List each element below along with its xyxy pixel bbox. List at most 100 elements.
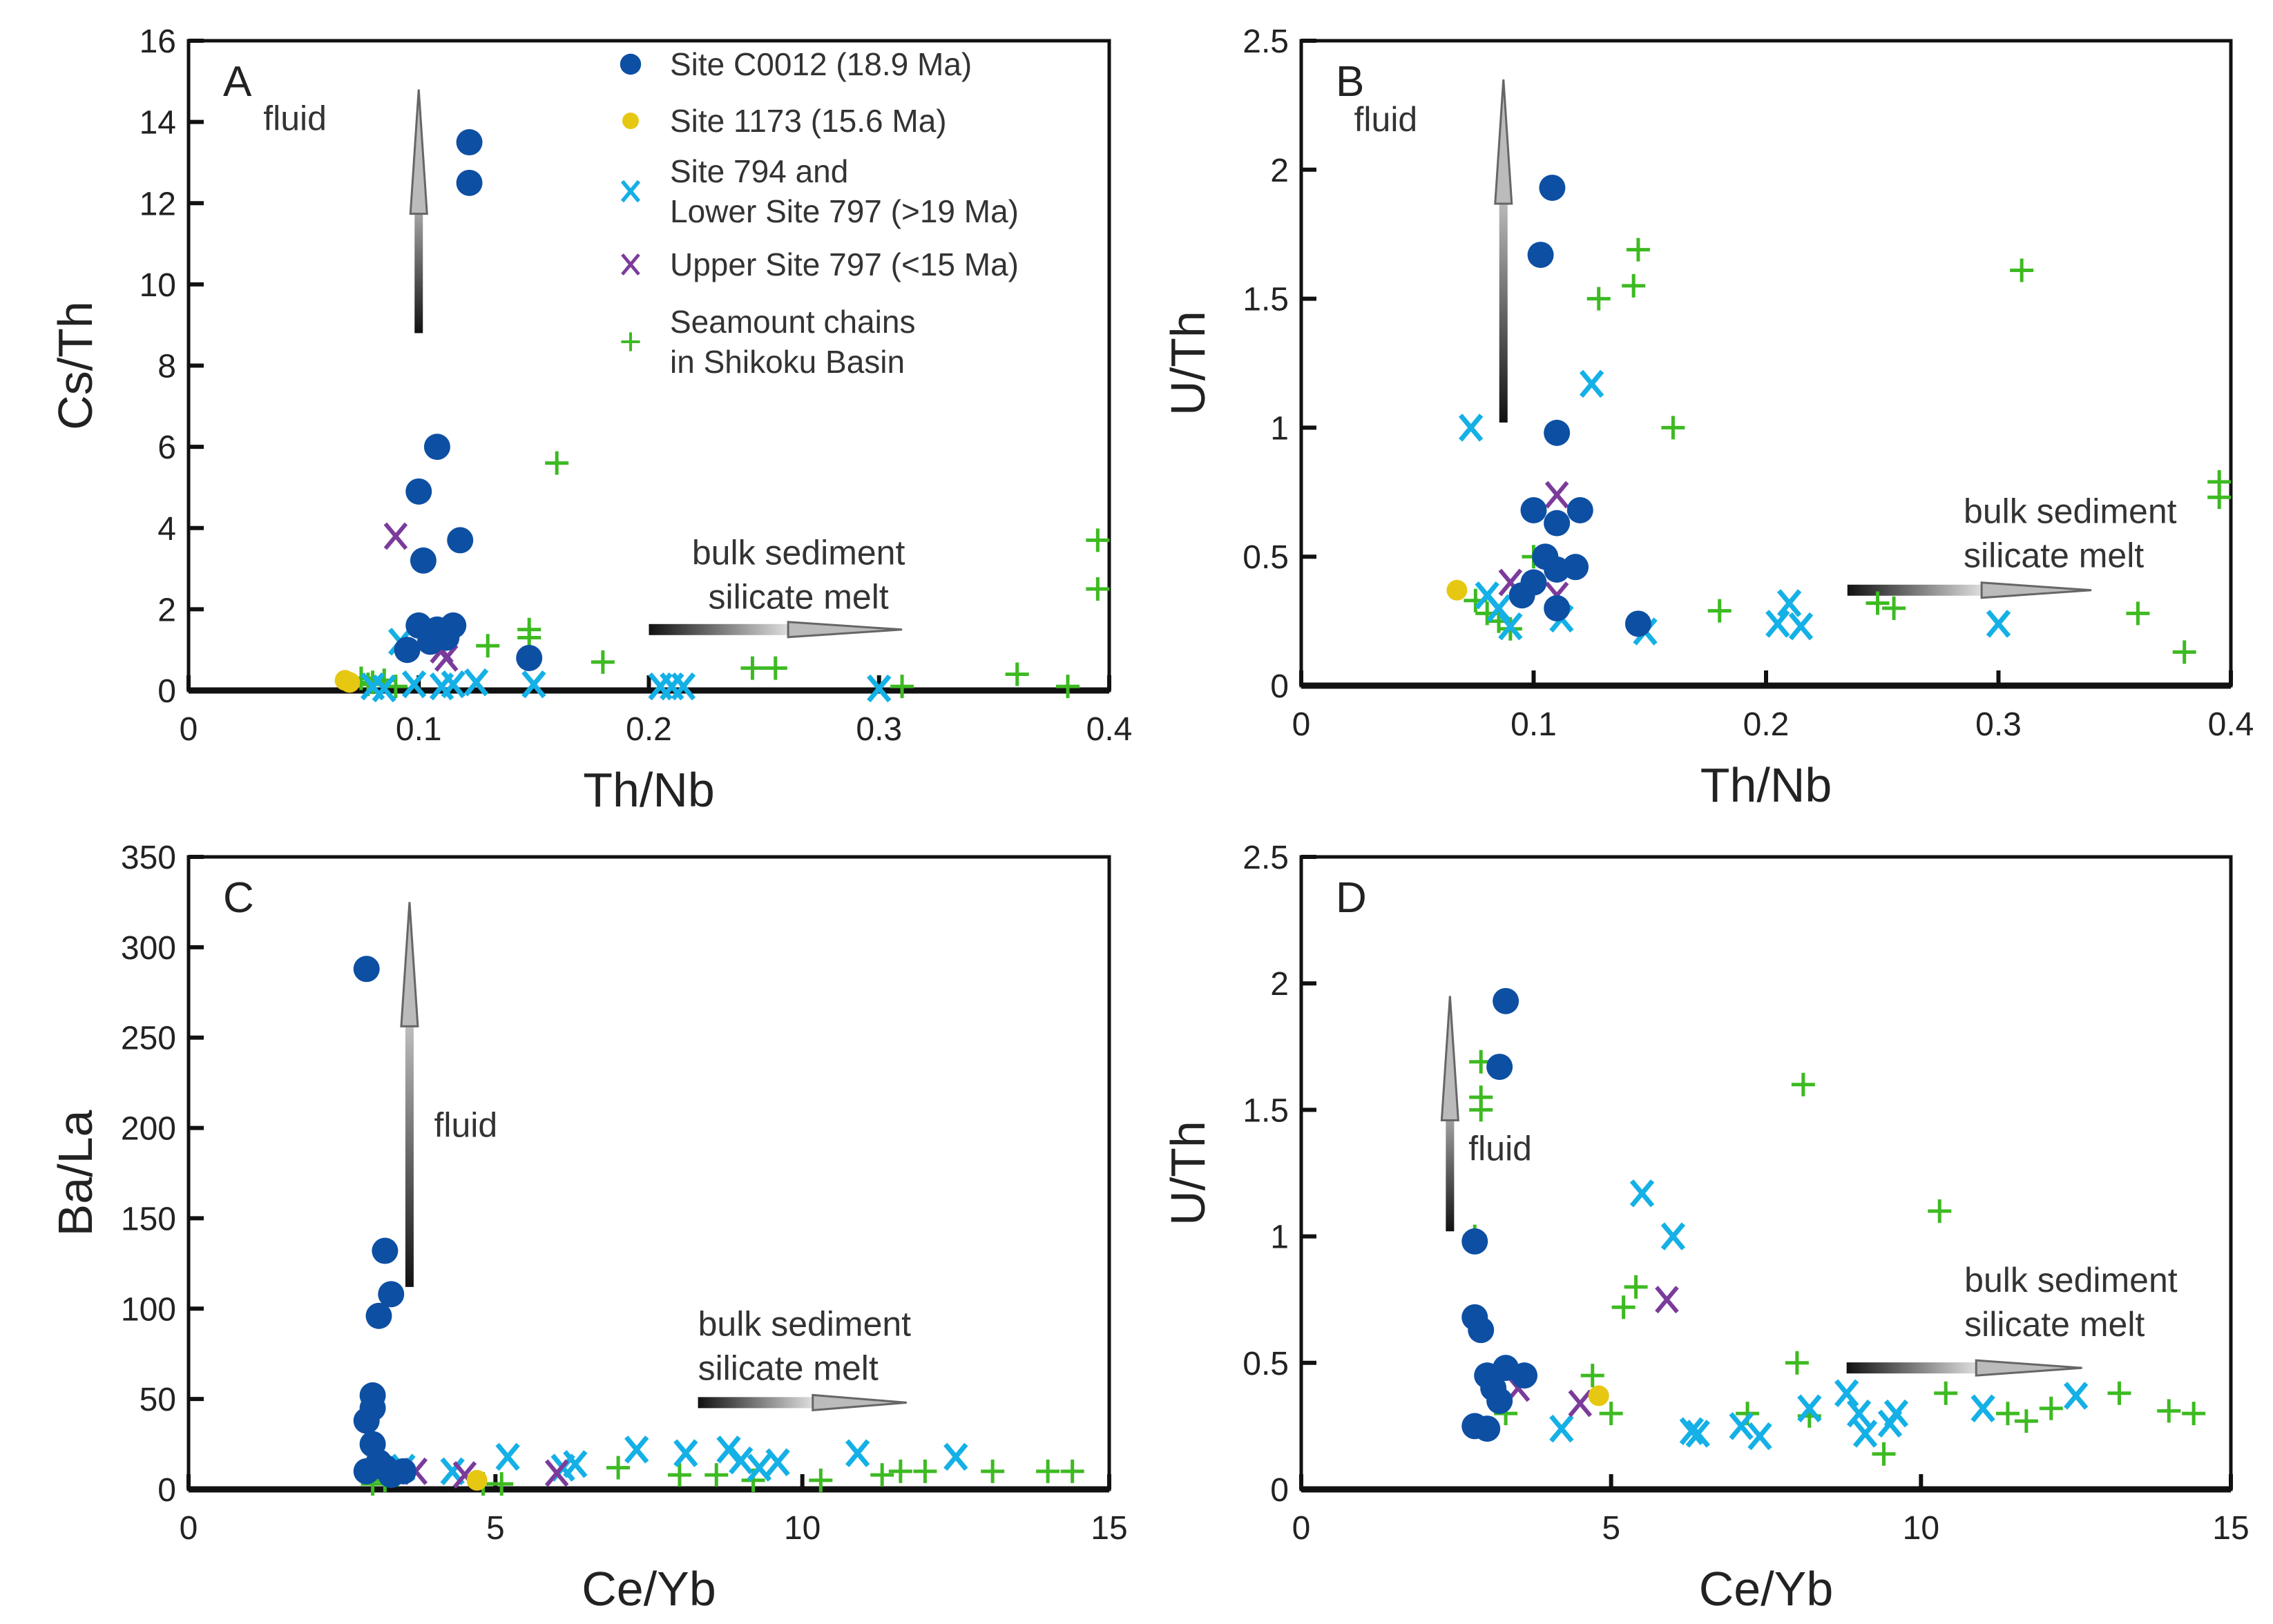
point-seamount bbox=[2107, 1381, 2131, 1405]
point-C0012 bbox=[1544, 594, 1571, 621]
point-seamount bbox=[1872, 1442, 1896, 1466]
point-seamount bbox=[1469, 1098, 1493, 1122]
panel-B: 0 0.1 0.2 0.3 0.4 0 0.5 1 1.5 2 2.5 Th/Nb U/Th Bfluid… bbox=[1161, 23, 2254, 812]
point-C0012 bbox=[378, 1281, 405, 1308]
fluid-arrow-head bbox=[409, 89, 428, 215]
point-C0012 bbox=[1511, 1362, 1538, 1389]
melt-label-line1: bulk sediment bbox=[698, 1305, 912, 1344]
point-seamount bbox=[809, 1468, 833, 1492]
point-794 bbox=[1970, 1394, 1995, 1422]
point-794 bbox=[867, 674, 892, 703]
point-seamount bbox=[2039, 1396, 2063, 1420]
fluid-arrow-shaft bbox=[405, 978, 414, 1287]
fluid-arrow-shaft bbox=[1499, 155, 1508, 423]
point-seamount bbox=[545, 451, 569, 475]
fluid-arrow-head bbox=[1440, 996, 1459, 1122]
point-C0012 bbox=[1486, 1054, 1513, 1081]
point-C0012 bbox=[353, 1458, 380, 1485]
point-seamount bbox=[1060, 1459, 1084, 1483]
point-797 bbox=[544, 1459, 569, 1487]
point-794 bbox=[1579, 369, 1604, 398]
panel-C: 0 5 10 15050100150200250300350Ce/YbBa/LaCfl… bbox=[48, 840, 1128, 1616]
melt-arrow-head bbox=[1975, 1359, 2082, 1377]
melt-arrow-shaft bbox=[1847, 584, 1982, 596]
y-tick-label: 2.5 bbox=[1243, 840, 1289, 876]
point-794 bbox=[1629, 1179, 1655, 1208]
point-794 bbox=[1788, 612, 1814, 641]
point-seamount bbox=[1086, 577, 1110, 601]
point-794 bbox=[495, 1442, 520, 1471]
point-794 bbox=[1834, 1379, 1859, 1408]
point-1173 bbox=[1588, 1385, 1609, 1406]
panel-letter: C bbox=[223, 874, 254, 922]
melt-arrow-shaft bbox=[649, 624, 789, 635]
point-794 bbox=[765, 1448, 790, 1476]
x-axis-title: Ce/Yb bbox=[1699, 1562, 1834, 1616]
point-794 bbox=[1685, 1420, 1710, 1448]
point-seamount bbox=[1622, 273, 1646, 298]
point-794 bbox=[1765, 610, 1790, 638]
point-C0012 bbox=[1544, 556, 1571, 583]
legend-label: in Shikoku Basin bbox=[670, 344, 905, 380]
point-1173 bbox=[339, 672, 361, 693]
point-seamount bbox=[1791, 1072, 1815, 1096]
point-794 bbox=[1486, 594, 1511, 623]
y-tick-label: 0 bbox=[1270, 668, 1289, 705]
point-794 bbox=[943, 1442, 968, 1471]
point-seamount bbox=[1626, 238, 1650, 262]
point-C0012 bbox=[394, 637, 421, 664]
point-797 bbox=[1568, 1389, 1593, 1418]
point-794 bbox=[1549, 1414, 1574, 1443]
point-seamount bbox=[2157, 1399, 2181, 1423]
point-794 bbox=[845, 1439, 870, 1467]
fluid-arrow-head bbox=[400, 902, 419, 1027]
point-seamount bbox=[1599, 1402, 1623, 1426]
point-C0012 bbox=[1493, 987, 1519, 1014]
y-tick-label: 0.5 bbox=[1243, 1346, 1289, 1382]
point-seamount bbox=[1934, 1381, 1958, 1405]
x-tick-label: 10 bbox=[1903, 1510, 1939, 1547]
point-C0012 bbox=[456, 169, 483, 196]
point-seamount bbox=[704, 1463, 729, 1487]
legend-marker-C0012 bbox=[620, 53, 642, 75]
point-797 bbox=[1544, 481, 1569, 509]
point-seamount bbox=[870, 1463, 894, 1487]
point-seamount bbox=[1661, 416, 1685, 440]
legend-marker-1173 bbox=[622, 113, 639, 129]
legend-marker-797 bbox=[621, 253, 640, 276]
y-tick-label: 200 bbox=[121, 1111, 176, 1148]
point-1173 bbox=[466, 1469, 488, 1491]
point-C0012 bbox=[1539, 174, 1566, 201]
y-tick-label: 1 bbox=[1270, 1219, 1289, 1256]
melt-label-line2: silicate melt bbox=[698, 1349, 879, 1388]
y-tick-label: 1 bbox=[1270, 410, 1289, 447]
x-tick-label: 0.3 bbox=[856, 711, 902, 748]
y-tick-label: 150 bbox=[121, 1201, 176, 1237]
x-tick-label: 0 bbox=[180, 711, 198, 748]
x-tick-label: 0.2 bbox=[626, 711, 672, 748]
x-tick-label: 10 bbox=[784, 1510, 821, 1547]
x-tick-label: 0.2 bbox=[1743, 706, 1790, 743]
y-tick-label: 8 bbox=[157, 349, 176, 385]
point-seamount bbox=[1785, 1351, 1809, 1375]
x-tick-label: 0 bbox=[1292, 1510, 1311, 1547]
panel-letter: B bbox=[1336, 58, 1364, 106]
point-797 bbox=[1655, 1286, 1679, 1314]
plot-frame bbox=[1299, 855, 2233, 1491]
x-tick-label: 5 bbox=[1602, 1510, 1620, 1547]
point-C0012 bbox=[456, 129, 483, 156]
point-seamount bbox=[888, 1459, 912, 1483]
point-seamount bbox=[2172, 640, 2196, 664]
legend-label: Seamount chains bbox=[670, 304, 915, 340]
panel-letter: D bbox=[1336, 874, 1367, 922]
point-C0012 bbox=[1544, 510, 1571, 536]
point-seamount bbox=[1580, 1364, 1604, 1388]
point-seamount bbox=[1624, 1275, 1648, 1299]
point-794 bbox=[372, 674, 396, 703]
point-797 bbox=[383, 522, 408, 550]
point-794 bbox=[463, 668, 489, 697]
plot-frame bbox=[186, 39, 1111, 693]
melt-label-line2: silicate melt bbox=[709, 578, 889, 617]
